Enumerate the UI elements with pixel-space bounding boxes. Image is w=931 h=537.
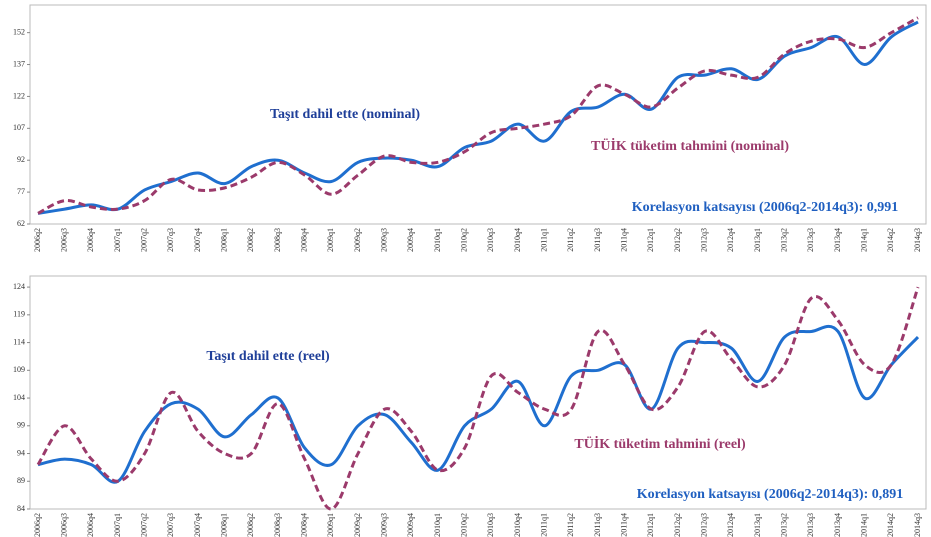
x-tick-label: 2012q4 bbox=[726, 513, 735, 537]
annotation: Korelasyon katsayısı (2006q2-2014q3): 0,… bbox=[632, 200, 899, 215]
x-tick-label: 2006q4 bbox=[86, 228, 95, 252]
x-tick-label: 2007q4 bbox=[193, 513, 202, 537]
annotation: Korelasyon katsayısı (2006q2-2014q3): 0,… bbox=[637, 487, 904, 502]
x-tick-label: 2013q4 bbox=[833, 513, 842, 537]
x-tick-label: 2008q1 bbox=[219, 513, 228, 537]
y-tick-label: 104 bbox=[13, 393, 25, 402]
y-tick-label: 89 bbox=[17, 476, 25, 485]
x-tick-label: 2011q3 bbox=[593, 513, 602, 537]
x-tick-label: 2013q1 bbox=[753, 228, 762, 252]
x-tick-label: 2007q1 bbox=[113, 228, 122, 252]
x-tick-label: 2008q4 bbox=[299, 513, 308, 537]
annotation: Taşıt dahil ette (reel) bbox=[206, 349, 330, 364]
x-tick-label: 2013q2 bbox=[779, 228, 788, 252]
plot-frame bbox=[29, 275, 927, 510]
y-tick-label: 94 bbox=[17, 448, 25, 457]
x-tick-label: 2006q2 bbox=[33, 513, 42, 537]
y-tick-label: 152 bbox=[13, 27, 25, 36]
x-tick-label: 2008q3 bbox=[273, 513, 282, 537]
x-tick-label: 2012q2 bbox=[673, 228, 682, 252]
y-tick-label: 122 bbox=[13, 91, 25, 100]
x-tick-label: 2014q3 bbox=[913, 513, 922, 537]
x-tick-label: 2008q3 bbox=[273, 228, 282, 252]
x-tick-label: 2011q2 bbox=[566, 513, 575, 537]
x-tick-label: 2006q2 bbox=[33, 228, 42, 252]
annotation: TÜİK tüketim tahmini (nominal) bbox=[591, 137, 789, 154]
x-tick-label: 2010q1 bbox=[433, 228, 442, 252]
x-tick-label: 2009q2 bbox=[353, 513, 362, 537]
y-tick-label: 124 bbox=[13, 282, 25, 291]
x-tick-label: 2009q3 bbox=[379, 228, 388, 252]
x-tick-label: 2012q3 bbox=[699, 513, 708, 537]
y-tick-label: 62 bbox=[17, 219, 25, 228]
y-tick-label: 99 bbox=[17, 421, 25, 430]
x-tick-label: 2009q4 bbox=[406, 228, 415, 252]
y-tick-label: 84 bbox=[17, 504, 25, 513]
x-tick-label: 2010q4 bbox=[513, 228, 522, 252]
x-tick-label: 2009q2 bbox=[353, 228, 362, 252]
x-tick-label: 2010q2 bbox=[459, 513, 468, 537]
x-tick-label: 2007q2 bbox=[139, 513, 148, 537]
x-tick-label: 2009q1 bbox=[326, 228, 335, 252]
y-tick-label: 119 bbox=[13, 310, 25, 319]
y-tick-label: 77 bbox=[17, 187, 25, 196]
x-tick-label: 2014q3 bbox=[913, 228, 922, 252]
x-tick-label: 2012q1 bbox=[646, 513, 655, 537]
x-tick-label: 2013q3 bbox=[806, 513, 815, 537]
x-tick-label: 2011q3 bbox=[593, 228, 602, 252]
annotation: Taşıt dahil ette (nominal) bbox=[270, 107, 420, 122]
series-line bbox=[37, 20, 919, 215]
x-tick-label: 2014q1 bbox=[859, 228, 868, 252]
x-tick-label: 2012q4 bbox=[726, 228, 735, 252]
x-tick-label: 2006q3 bbox=[59, 228, 68, 252]
x-tick-label: 2014q2 bbox=[886, 513, 895, 537]
x-tick-label: 2009q3 bbox=[379, 513, 388, 537]
plot-frame bbox=[29, 4, 927, 225]
x-tick-label: 2011q1 bbox=[539, 513, 548, 537]
x-tick-label: 2007q3 bbox=[166, 513, 175, 537]
x-tick-label: 2013q3 bbox=[806, 228, 815, 252]
x-tick-label: 2010q1 bbox=[433, 513, 442, 537]
y-tick-label: 107 bbox=[13, 123, 25, 132]
y-tick-label: 114 bbox=[13, 337, 25, 346]
x-tick-label: 2011q1 bbox=[539, 228, 548, 252]
x-tick-label: 2010q2 bbox=[459, 228, 468, 252]
x-tick-label: 2008q2 bbox=[246, 228, 255, 252]
y-tick-label: 92 bbox=[17, 155, 25, 164]
x-tick-label: 2012q1 bbox=[646, 228, 655, 252]
x-tick-label: 2009q4 bbox=[406, 513, 415, 537]
x-tick-label: 2007q2 bbox=[139, 228, 148, 252]
x-tick-label: 2007q4 bbox=[193, 228, 202, 252]
x-tick-label: 2006q3 bbox=[59, 513, 68, 537]
x-tick-label: 2014q2 bbox=[886, 228, 895, 252]
x-tick-label: 2013q1 bbox=[753, 513, 762, 537]
x-tick-label: 2009q1 bbox=[326, 513, 335, 537]
x-tick-label: 2010q3 bbox=[486, 513, 495, 537]
y-tick-label: 137 bbox=[13, 59, 25, 68]
annotation: TÜİK tüketim tahmini (reel) bbox=[574, 435, 746, 452]
x-tick-label: 2011q4 bbox=[619, 513, 628, 537]
x-tick-label: 2008q4 bbox=[299, 228, 308, 252]
x-tick-label: 2012q3 bbox=[699, 228, 708, 252]
series-line bbox=[37, 16, 919, 215]
x-tick-label: 2014q1 bbox=[859, 513, 868, 537]
x-tick-label: 2006q4 bbox=[86, 513, 95, 537]
x-tick-label: 2011q2 bbox=[566, 228, 575, 252]
x-tick-label: 2013q2 bbox=[779, 513, 788, 537]
x-tick-label: 2007q1 bbox=[113, 513, 122, 537]
x-tick-label: 2007q3 bbox=[166, 228, 175, 252]
y-tick-label: 109 bbox=[13, 365, 25, 374]
x-tick-label: 2008q2 bbox=[246, 513, 255, 537]
x-tick-label: 2008q1 bbox=[219, 228, 228, 252]
series-line bbox=[36, 286, 920, 511]
series-line bbox=[37, 324, 920, 484]
x-tick-label: 2013q4 bbox=[833, 228, 842, 252]
x-tick-label: 2011q4 bbox=[619, 228, 628, 252]
x-tick-label: 2012q2 bbox=[673, 513, 682, 537]
x-tick-label: 2010q3 bbox=[486, 228, 495, 252]
x-tick-label: 2010q4 bbox=[513, 513, 522, 537]
